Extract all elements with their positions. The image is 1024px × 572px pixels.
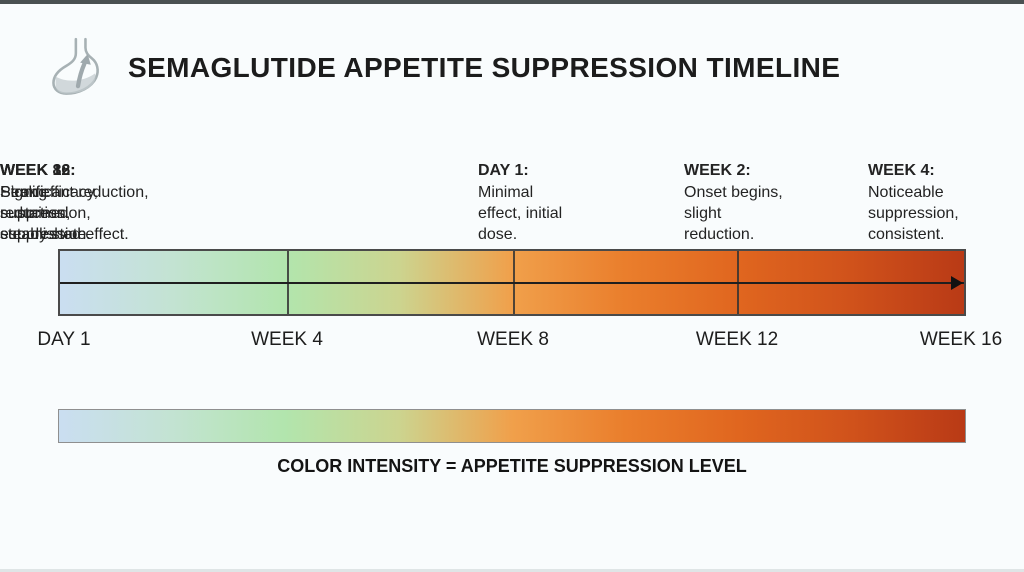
milestone-line: effect, initial bbox=[478, 205, 563, 222]
milestone-line: Noticeable bbox=[868, 184, 944, 201]
axis-label-day1: DAY 1 bbox=[37, 329, 91, 350]
milestone-line: slight bbox=[684, 205, 722, 222]
milestone-line: consistent. bbox=[868, 226, 945, 243]
milestone-line: steady state. bbox=[0, 226, 91, 243]
milestone-heading: WEEK 16: bbox=[0, 162, 76, 179]
bottom-edge-artifact bbox=[0, 569, 1024, 572]
axis-label-week8: WEEK 8 bbox=[477, 329, 549, 350]
milestone-line: Significant reduction, bbox=[0, 184, 149, 201]
milestone-week8: WEEK 8: Significant reduction, reduction… bbox=[0, 160, 149, 245]
top-edge-artifact bbox=[0, 0, 1024, 4]
page-title: SEMAGLUTIDE APPETITE SUPPRESSION TIMELIN… bbox=[128, 52, 841, 83]
milestone-line: dose. bbox=[478, 226, 518, 243]
milestone-heading: WEEK 12: bbox=[0, 162, 76, 179]
milestone-line: Strong bbox=[0, 184, 48, 201]
milestone-line: Onset begins, bbox=[684, 184, 783, 201]
milestone-line: Minimal bbox=[478, 184, 534, 201]
stomach-icon bbox=[52, 37, 99, 95]
milestone-heading: WEEK 8: bbox=[0, 162, 67, 179]
milestone-line: suppression, bbox=[868, 205, 959, 222]
header: SEMAGLUTIDE APPETITE SUPPRESSION TIMELIN… bbox=[46, 36, 840, 100]
milestone-day1: DAY 1: Minimal effect, initial dose. bbox=[478, 160, 562, 245]
timeline-axis-line bbox=[60, 281, 964, 284]
milestone-week16: WEEK 16: Peak efficacy, sustained suppre… bbox=[0, 160, 98, 245]
milestone-line: established effect. bbox=[0, 226, 129, 243]
arrow-right-icon bbox=[951, 275, 963, 290]
legend-gradient-bar bbox=[58, 409, 966, 443]
axis-label-week16: WEEK 16 bbox=[919, 329, 1003, 350]
milestone-week12: WEEK 12: Strong suppression, steady stat… bbox=[0, 160, 91, 245]
milestone-line: sustained bbox=[0, 205, 69, 222]
milestone-line: reduction, bbox=[0, 205, 71, 222]
milestone-line: suppression. bbox=[0, 226, 91, 243]
milestone-line: reduction. bbox=[684, 226, 755, 243]
milestone-line: Peak efficacy, bbox=[0, 184, 99, 201]
milestone-heading: WEEK 4: bbox=[868, 162, 935, 179]
milestone-week2: WEEK 2: Onset begins, slight reduction. bbox=[684, 160, 783, 245]
milestone-heading: WEEK 2: bbox=[684, 162, 751, 179]
legend-caption: COLOR INTENSITY = APPETITE SUPPRESSION L… bbox=[277, 456, 747, 476]
milestone-week4: WEEK 4: Noticeable suppression, consiste… bbox=[868, 160, 959, 245]
timeline-gradient-bar bbox=[58, 249, 966, 316]
milestone-line: suppression, bbox=[0, 205, 91, 222]
milestone-heading: DAY 1: bbox=[478, 162, 529, 179]
axis-label-week4: WEEK 4 bbox=[251, 329, 323, 350]
axis-label-week12: WEEK 12 bbox=[695, 329, 779, 350]
